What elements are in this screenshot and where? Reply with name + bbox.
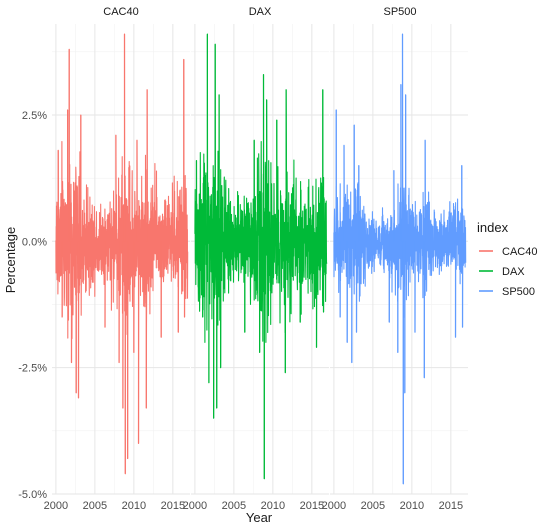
facet-strip-label-sp500: SP500	[383, 6, 416, 18]
y-tick-label: 0.0%	[22, 236, 47, 248]
x-tick-label: 2005	[222, 500, 246, 512]
legend: index CAC40 DAX SP500	[477, 220, 537, 300]
facet-panel-dax	[191, 24, 329, 495]
x-tick-label: 2000	[322, 500, 346, 512]
facet-panel-cac40	[52, 24, 190, 495]
legend-label-sp500: SP500	[502, 286, 535, 298]
x-tick-label: 2010	[400, 500, 424, 512]
facet-strips: CAC40 DAX SP500	[103, 6, 416, 18]
legend-label-cac40: CAC40	[502, 246, 537, 258]
x-tick-label: 2015	[300, 500, 324, 512]
facet-strip-label-dax: DAX	[249, 6, 272, 18]
y-tick-label: -2.5%	[18, 363, 47, 375]
x-tick-label: 2015	[161, 500, 185, 512]
facet-strip-label-cac40: CAC40	[103, 6, 138, 18]
series-line-cac40	[55, 33, 189, 475]
series-line-dax	[194, 33, 328, 480]
series-line-sp500	[333, 33, 467, 485]
legend-label-dax: DAX	[502, 266, 525, 278]
y-axis: -5.0% -2.5% 0.0% 2.5%	[18, 110, 47, 501]
y-axis-title: Percentage	[3, 227, 18, 294]
legend-title: index	[477, 220, 509, 235]
facet-panels	[52, 24, 468, 495]
x-tick-label: 2000	[183, 500, 207, 512]
x-tick-label: 2000	[44, 500, 68, 512]
y-tick-label: -5.0%	[18, 489, 47, 501]
x-tick-label: 2005	[83, 500, 107, 512]
facet-panel-sp500	[330, 24, 468, 495]
x-axis-title: Year	[246, 510, 273, 525]
x-tick-label: 2005	[361, 500, 385, 512]
x-tick-label: 2010	[122, 500, 146, 512]
y-tick-label: 2.5%	[22, 110, 47, 122]
x-tick-label: 2010	[261, 500, 285, 512]
x-tick-label: 2015	[439, 500, 463, 512]
